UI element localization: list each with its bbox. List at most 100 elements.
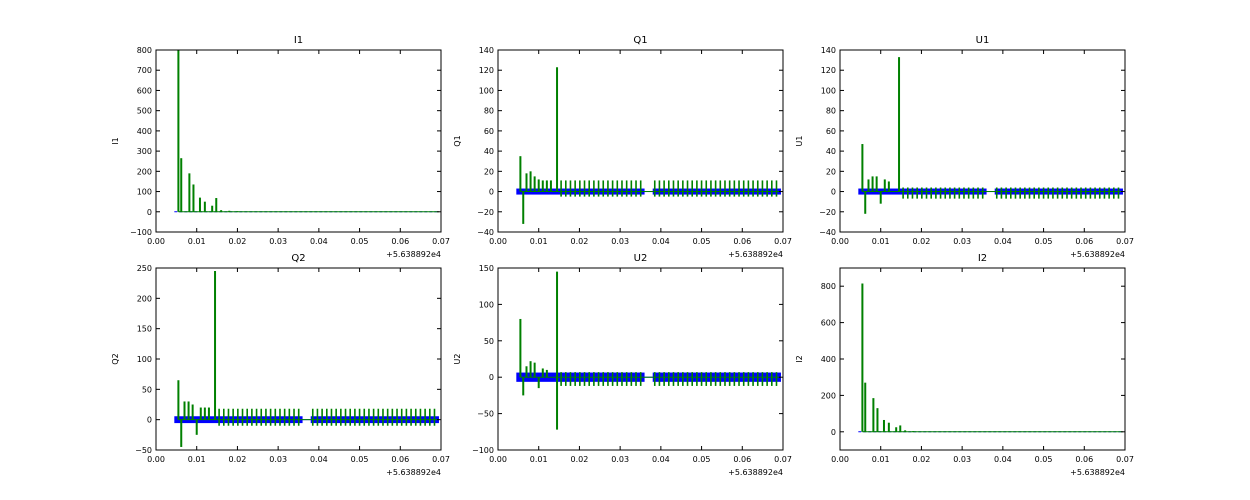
subplot-q1: 0.00 0.01 0.02 0.03 0.04 0.05 0.06 0.07 −40 −20 0 2… [453,35,792,259]
x-tick-label: 0.06 [391,237,409,246]
y-tick-label: 100 [137,355,152,364]
x-tick-label: 0.01 [872,237,890,246]
x-tick-label: 0.02 [571,237,589,246]
x-tick-label: 0.07 [774,455,792,464]
x-tick-label: 0.05 [351,455,369,464]
x-tick-label: 0.00 [147,237,165,246]
subplot-u1: 0.00 0.01 0.02 0.03 0.04 0.05 0.06 0.07 −40 −20 0 2… [795,35,1134,259]
y-tick-label: 40 [484,147,494,156]
y-tick-label: 80 [826,107,836,116]
y-tick-label: 100 [479,86,494,95]
y-tick-label: 100 [479,300,494,309]
plot-area [174,271,439,447]
y-tick-label: 80 [484,107,494,116]
plot-area [516,67,781,224]
y-tick-label: 0 [489,188,494,197]
subplot-i1: 0.00 0.01 0.02 0.03 0.04 0.05 0.06 0.07 −100 0 100… [111,35,450,259]
y-tick-label: 60 [826,127,836,136]
subplot-i2: 0.00 0.01 0.02 0.03 0.04 0.05 0.06 0.07 0 200 400 6… [795,253,1134,477]
subplot-title: I1 [294,35,303,46]
x-offset-label: +5.638892e4 [1070,468,1125,477]
plot-area [174,50,439,213]
subplot-u2: 0.00 0.01 0.02 0.03 0.04 0.05 0.06 0.07 −100 −50 0… [453,253,792,477]
x-tick-label: 0.02 [229,237,247,246]
x-tick-label: 0.06 [391,455,409,464]
y-tick-label: 0 [831,428,836,437]
axes-frame [839,49,1126,233]
y-tick-label: 100 [821,86,836,95]
plot-area [858,283,1123,433]
x-tick-label: 0.00 [489,237,507,246]
y-tick-label: 40 [826,147,836,156]
y-tick-label: 150 [479,264,494,273]
x-tick-label: 0.05 [1035,455,1053,464]
y-tick-label: 0 [489,373,494,382]
x-tick-label: 0.01 [872,455,890,464]
y-axis-label: U2 [453,354,462,365]
x-tick-label: 0.01 [188,455,206,464]
x-tick-label: 0.07 [432,237,450,246]
x-tick-label: 0.05 [351,237,369,246]
subplot-title: Q2 [291,253,305,264]
y-tick-label: −50 [135,446,152,455]
y-tick-label: 600 [137,86,152,95]
x-tick-label: 0.03 [269,237,287,246]
y-tick-label: 50 [484,337,494,346]
x-offset-label: +5.638892e4 [386,250,441,259]
subplot-title: U1 [976,35,990,46]
y-tick-label: −40 [819,228,836,237]
x-offset-label: +5.638892e4 [1070,250,1125,259]
y-axis-label: U1 [795,136,804,147]
y-tick-label: 140 [821,46,836,55]
x-tick-label: 0.03 [269,455,287,464]
y-tick-label: 0 [147,208,152,217]
y-tick-label: 200 [821,391,836,400]
subplot-q2: 0.00 0.01 0.02 0.03 0.04 0.05 0.06 0.07 −50 0 50 10… [111,253,450,477]
x-tick-label: 0.01 [530,455,548,464]
y-tick-label: −20 [819,208,836,217]
x-tick-label: 0.00 [831,455,849,464]
subplot-title: U2 [634,253,648,264]
axes-frame [497,49,784,233]
y-tick-label: 800 [821,282,836,291]
x-tick-label: 0.07 [1116,237,1134,246]
x-tick-label: 0.04 [310,455,328,464]
y-axis-label: I1 [111,137,120,144]
x-tick-label: 0.04 [652,237,670,246]
y-tick-label: −50 [477,410,494,419]
x-tick-label: 0.00 [147,455,165,464]
y-tick-label: 200 [137,167,152,176]
y-tick-label: 200 [137,294,152,303]
x-offset-label: +5.638892e4 [728,468,783,477]
y-tick-label: 600 [821,319,836,328]
y-tick-label: −100 [472,446,494,455]
y-tick-label: 120 [479,66,494,75]
x-tick-label: 0.07 [432,455,450,464]
y-tick-label: 250 [137,264,152,273]
x-offset-label: +5.638892e4 [386,468,441,477]
axes-frame [497,267,784,451]
y-tick-label: 300 [137,147,152,156]
y-tick-label: 140 [479,46,494,55]
x-tick-label: 0.06 [733,237,751,246]
x-tick-label: 0.06 [1075,237,1093,246]
y-axis-label: Q2 [111,353,120,364]
plot-area [858,57,1123,214]
axes-frame [839,267,1126,451]
y-tick-label: 20 [826,167,836,176]
x-tick-label: 0.07 [1116,455,1134,464]
y-tick-label: 50 [142,385,152,394]
subplot-title: I2 [978,253,987,264]
x-tick-label: 0.05 [693,237,711,246]
x-tick-label: 0.01 [530,237,548,246]
y-tick-label: 700 [137,66,152,75]
x-tick-label: 0.04 [310,237,328,246]
x-tick-label: 0.00 [489,455,507,464]
x-tick-label: 0.00 [831,237,849,246]
y-tick-label: 0 [831,188,836,197]
y-tick-label: 20 [484,167,494,176]
y-tick-label: −100 [130,228,152,237]
y-tick-label: 400 [821,355,836,364]
x-tick-label: 0.03 [953,455,971,464]
